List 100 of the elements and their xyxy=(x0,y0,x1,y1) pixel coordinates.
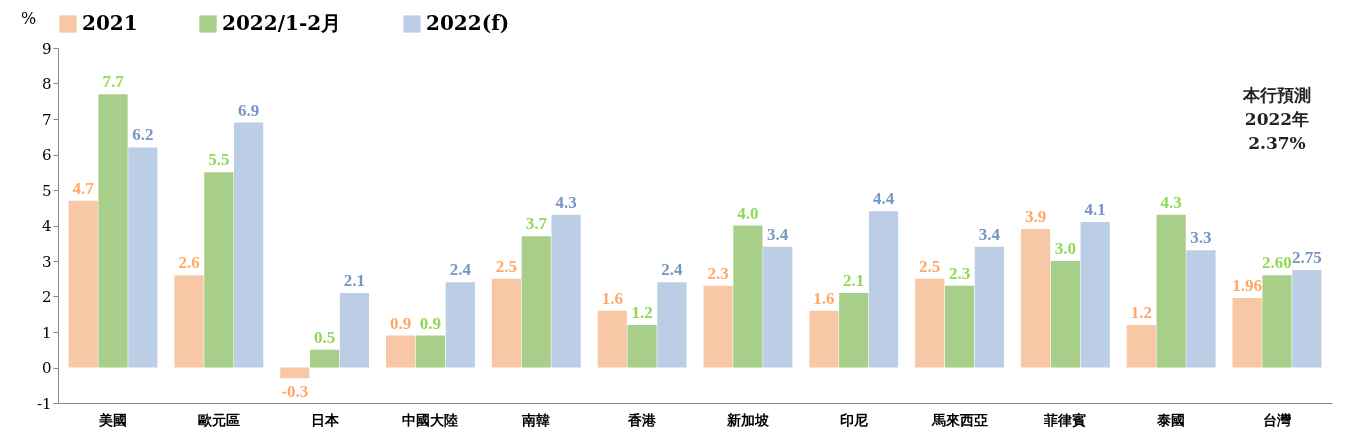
bar xyxy=(445,282,475,368)
data-label: 2.75 xyxy=(1291,247,1322,267)
bar xyxy=(1186,250,1216,368)
bar xyxy=(1080,221,1110,368)
data-label: -0.3 xyxy=(281,382,309,402)
data-label: 3.9 xyxy=(1024,207,1047,227)
bar xyxy=(1020,229,1051,368)
bar xyxy=(763,246,793,368)
bar xyxy=(551,214,581,368)
x-tick-label: 印尼 xyxy=(839,411,868,428)
x-tick-label: 歐元區 xyxy=(197,411,240,428)
data-label: 2.4 xyxy=(661,260,684,280)
bar xyxy=(491,278,522,368)
x-tick-label: 美國 xyxy=(98,411,128,428)
data-label: 1.6 xyxy=(601,288,623,308)
data-label: 1.2 xyxy=(631,302,653,322)
data-label: 1.96 xyxy=(1232,275,1263,295)
bar xyxy=(339,292,370,368)
legend-label: 2021 xyxy=(82,11,138,35)
data-label: 3.4 xyxy=(767,224,789,244)
data-label: 6.2 xyxy=(132,125,154,145)
bar xyxy=(310,349,340,368)
y-tick-label: 6 xyxy=(41,146,52,164)
y-tick-label: 8 xyxy=(41,75,52,93)
annotation: 本行預測 2022年 2.37% xyxy=(1242,85,1311,153)
data-label: 3.3 xyxy=(1190,228,1212,248)
bar xyxy=(68,200,98,368)
data-label: 3.0 xyxy=(1054,239,1076,258)
data-label: 2.3 xyxy=(707,263,729,283)
bar xyxy=(1156,214,1186,368)
y-tick-label: 9 xyxy=(41,39,52,58)
bar xyxy=(204,172,234,368)
data-label: 4.1 xyxy=(1084,199,1106,219)
bar xyxy=(1262,275,1292,368)
data-label: 2.1 xyxy=(343,270,366,290)
bar xyxy=(809,310,839,368)
x-tick-label: 台灣 xyxy=(1262,411,1292,428)
y-tick-label: -1 xyxy=(36,394,52,413)
bar xyxy=(1232,297,1262,368)
bar xyxy=(733,225,763,368)
bar xyxy=(1126,324,1156,368)
legend-label: 2022/1-2月 xyxy=(222,11,342,35)
bar xyxy=(703,285,733,368)
bar xyxy=(597,310,627,368)
y-tick-label: 7 xyxy=(41,110,52,129)
y-tick-label: 3 xyxy=(41,252,52,271)
bar xyxy=(415,335,446,368)
data-label: 1.6 xyxy=(813,288,835,308)
bar xyxy=(1292,269,1322,368)
bar xyxy=(1050,261,1080,368)
data-label: 4.4 xyxy=(872,189,895,209)
bar xyxy=(915,278,945,368)
x-tick-label: 中國大陸 xyxy=(402,411,459,428)
data-label: 2.60 xyxy=(1262,253,1292,273)
bar xyxy=(128,147,158,368)
data-label: 2.3 xyxy=(948,263,971,283)
data-label: 1.2 xyxy=(1130,302,1152,322)
bar xyxy=(868,211,899,368)
x-tick-label: 香港 xyxy=(627,411,658,428)
x-tick-label: 新加坡 xyxy=(725,411,770,428)
data-label: 4.7 xyxy=(72,178,95,198)
data-label: 0.9 xyxy=(390,313,412,333)
x-tick-label: 日本 xyxy=(310,411,340,428)
legend-label: 2022(f) xyxy=(426,11,510,35)
y-tick-label: 5 xyxy=(41,181,52,200)
bar xyxy=(234,122,264,368)
y-tick-label: 1 xyxy=(41,323,52,342)
bar xyxy=(839,292,869,368)
data-label: 5.5 xyxy=(208,150,230,170)
data-label: 3.4 xyxy=(978,224,1001,244)
data-label: 4.3 xyxy=(555,192,577,212)
data-label: 7.7 xyxy=(102,72,125,92)
bar xyxy=(627,324,657,368)
bar xyxy=(657,282,687,368)
bar xyxy=(280,367,310,379)
bar xyxy=(521,236,551,368)
data-label: 0.9 xyxy=(419,313,442,333)
x-tick-label: 馬來西亞 xyxy=(930,411,988,428)
data-label: 2.1 xyxy=(843,270,865,290)
data-label: 3.7 xyxy=(525,214,548,234)
data-label: 2.4 xyxy=(449,260,472,280)
data-label: 6.9 xyxy=(238,100,260,120)
data-label: 2.5 xyxy=(919,256,941,276)
y-axis-title: % xyxy=(20,8,37,28)
bar xyxy=(174,275,204,368)
bar xyxy=(386,335,416,368)
bar xyxy=(98,94,128,368)
y-tick-label: 4 xyxy=(41,217,52,235)
bar xyxy=(944,285,975,368)
x-tick-label: 泰國 xyxy=(1156,411,1186,428)
bar xyxy=(974,246,1004,368)
data-label: 4.3 xyxy=(1160,192,1182,212)
y-tick-label: 2 xyxy=(41,288,52,306)
data-label: 2.5 xyxy=(495,256,518,276)
data-label: 4.0 xyxy=(737,203,759,223)
data-label: 0.5 xyxy=(314,327,336,347)
y-tick-label: 0 xyxy=(41,359,52,377)
x-tick-label: 菲律賓 xyxy=(1043,411,1087,428)
x-tick-label: 南韓 xyxy=(521,411,551,428)
data-label: 2.6 xyxy=(178,253,200,273)
